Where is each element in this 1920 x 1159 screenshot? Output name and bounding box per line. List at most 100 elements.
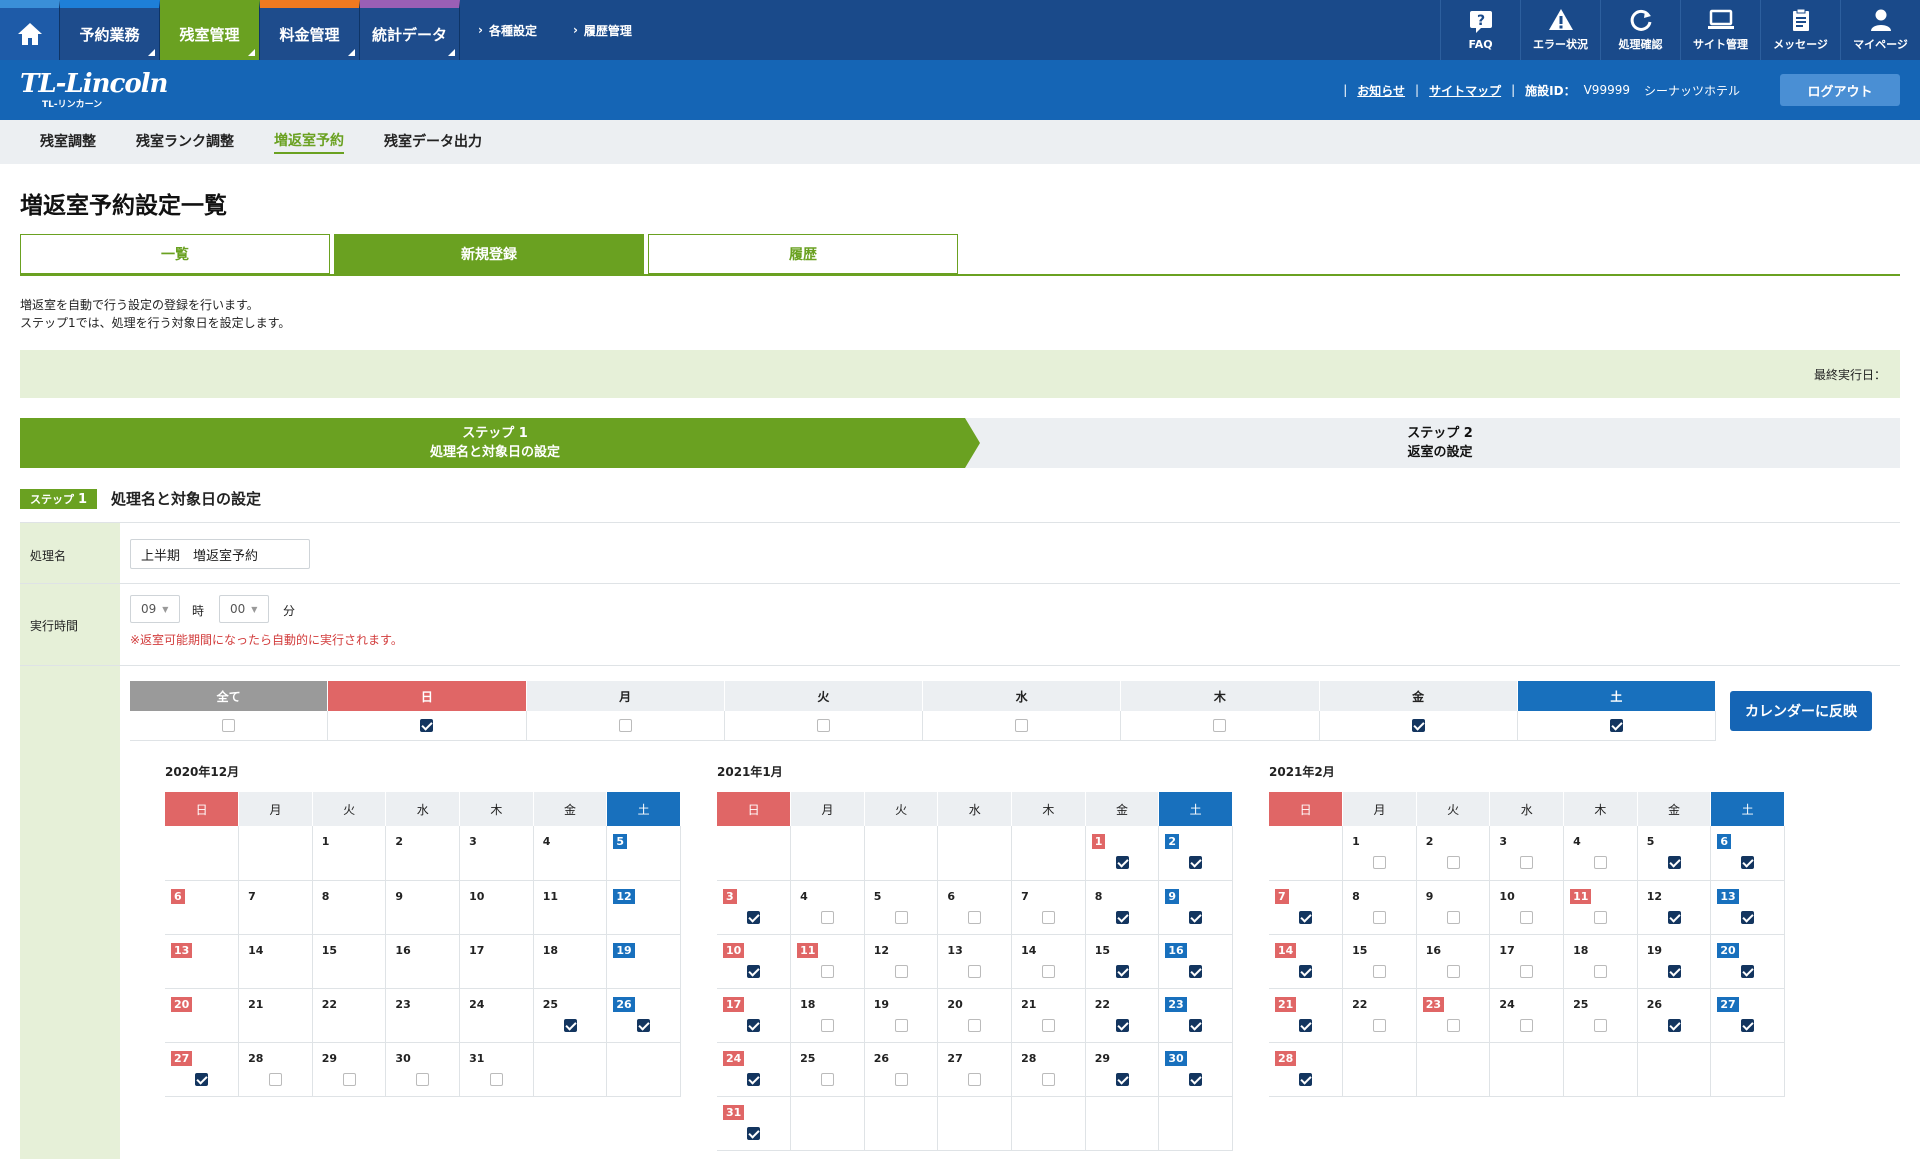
calendar-day-checkbox[interactable] [821, 1018, 835, 1032]
notice-link[interactable]: お知らせ [1357, 83, 1406, 98]
calendar-day-checkbox[interactable] [1741, 910, 1755, 924]
sitemap-link[interactable]: サイトマップ [1429, 83, 1502, 98]
calendar-day-checkbox[interactable] [1520, 1018, 1534, 1032]
calendar-day-checkbox[interactable] [1042, 910, 1056, 924]
calendar-day-checkbox[interactable] [1115, 1018, 1129, 1032]
calendar-day-checkbox[interactable] [894, 964, 908, 978]
calendar-day-checkbox[interactable] [1115, 856, 1129, 869]
calendar-day-checkbox[interactable] [1373, 964, 1387, 978]
calendar-day-checkbox[interactable] [747, 1126, 760, 1140]
nav-sub-history[interactable]: › 履歴管理 [572, 23, 632, 38]
calendar-day-checkbox[interactable] [1115, 964, 1129, 978]
weekday-checkbox-fri[interactable] [1411, 719, 1425, 732]
calendar-day-checkbox[interactable] [1189, 964, 1203, 978]
calendar-day-checkbox[interactable] [968, 1018, 982, 1032]
calendar-day-checkbox[interactable] [747, 964, 760, 978]
calendar-day-checkbox[interactable] [1373, 856, 1387, 869]
site-admin-button[interactable]: サイト管理 [1680, 0, 1760, 60]
calendar-day-checkbox[interactable] [1446, 910, 1460, 924]
calendar-day-checkbox[interactable] [1446, 964, 1460, 978]
calendar-day-checkbox[interactable] [894, 1072, 908, 1086]
calendar-day-checkbox[interactable] [1667, 856, 1681, 869]
calendar-day-checkbox[interactable] [1594, 964, 1608, 978]
calendar-day-checkbox[interactable] [1189, 910, 1203, 924]
tab-new[interactable]: 新規登録 [334, 234, 644, 274]
calendar-day-checkbox[interactable] [490, 1072, 504, 1086]
calendar-day-checkbox[interactable] [1299, 910, 1312, 924]
weekday-checkbox-wed[interactable] [1015, 719, 1029, 732]
calendar-day-checkbox[interactable] [1594, 910, 1608, 924]
tab-history[interactable]: 履歴 [648, 234, 958, 274]
calendar-day-checkbox[interactable] [968, 910, 982, 924]
calendar-day-checkbox[interactable] [1741, 964, 1755, 978]
calendar-day-checkbox[interactable] [1446, 1018, 1460, 1032]
subtab-rank-adjust[interactable]: 残室ランク調整 [136, 134, 234, 150]
weekday-checkbox-thu[interactable] [1213, 719, 1227, 732]
weekday-checkbox-mon[interactable] [618, 719, 632, 732]
subtab-adjust[interactable]: 残室調整 [40, 134, 96, 150]
minute-select[interactable]: 00 ▼ [219, 595, 269, 623]
logout-button[interactable]: ログアウト [1780, 74, 1900, 106]
calendar-day-checkbox[interactable] [1042, 964, 1056, 978]
calendar-day-checkbox[interactable] [1189, 856, 1203, 869]
calendar-day-checkbox[interactable] [1446, 856, 1460, 869]
calendar-day-checkbox[interactable] [1741, 1018, 1755, 1032]
calendar-day-checkbox[interactable] [1667, 910, 1681, 924]
nav-tab-pricing[interactable]: 料金管理 [260, 0, 360, 60]
calendar-day-checkbox[interactable] [1299, 1018, 1312, 1032]
subtab-data-export[interactable]: 残室データ出力 [384, 134, 482, 150]
calendar-day-checkbox[interactable] [1594, 1018, 1608, 1032]
calendar-day-checkbox[interactable] [269, 1072, 283, 1086]
calendar-day-checkbox[interactable] [821, 910, 835, 924]
hour-select[interactable]: 09 ▼ [130, 595, 180, 623]
nav-tab-statistics[interactable]: 統計データ [360, 0, 460, 60]
calendar-day-checkbox[interactable] [821, 1072, 835, 1086]
calendar-day-checkbox[interactable] [747, 910, 760, 924]
messages-button[interactable]: メッセージ [1760, 0, 1840, 60]
process-name-input[interactable]: 上半期 増返室予約 [130, 539, 310, 569]
error-status-button[interactable]: エラー状況 [1520, 0, 1600, 60]
calendar-day-checkbox[interactable] [1594, 856, 1608, 869]
tl-lincoln-logo[interactable]: TL-Lincoln TL-リンカーン [20, 68, 168, 110]
calendar-day-checkbox[interactable] [894, 1018, 908, 1032]
calendar-day-checkbox[interactable] [894, 910, 908, 924]
calendar-day-checkbox[interactable] [1520, 964, 1534, 978]
calendar-day-checkbox[interactable] [1189, 1018, 1203, 1032]
calendar-day-checkbox[interactable] [1299, 1072, 1312, 1086]
calendar-day-checkbox[interactable] [1667, 964, 1681, 978]
mypage-button[interactable]: マイページ [1840, 0, 1920, 60]
calendar-day-checkbox[interactable] [637, 1018, 651, 1032]
calendar-day-checkbox[interactable] [1189, 1072, 1203, 1086]
calendar-day-checkbox[interactable] [1373, 1018, 1387, 1032]
weekday-checkbox-sat[interactable] [1609, 719, 1623, 732]
weekday-checkbox-tue[interactable] [816, 719, 830, 732]
calendar-day-checkbox[interactable] [342, 1072, 356, 1086]
nav-tab-inventory[interactable]: 残室管理 [160, 0, 260, 60]
process-check-button[interactable]: 処理確認 [1600, 0, 1680, 60]
calendar-day-checkbox[interactable] [1042, 1018, 1056, 1032]
calendar-day-checkbox[interactable] [747, 1018, 760, 1032]
calendar-day-checkbox[interactable] [1115, 910, 1129, 924]
calendar-day-checkbox[interactable] [821, 964, 835, 978]
weekday-checkbox-sun[interactable] [420, 719, 434, 732]
calendar-day-checkbox[interactable] [968, 1072, 982, 1086]
calendar-day-checkbox[interactable] [563, 1018, 577, 1032]
subtab-reservation[interactable]: 増返室予約 [274, 130, 344, 154]
calendar-day-checkbox[interactable] [195, 1072, 208, 1086]
calendar-day-checkbox[interactable] [1667, 1018, 1681, 1032]
calendar-day-checkbox[interactable] [416, 1072, 430, 1086]
calendar-day-checkbox[interactable] [1115, 1072, 1129, 1086]
calendar-day-checkbox[interactable] [1520, 910, 1534, 924]
tab-list[interactable]: 一覧 [20, 234, 330, 274]
nav-sub-settings[interactable]: › 各種設定 [478, 23, 537, 38]
calendar-day-checkbox[interactable] [1042, 1072, 1056, 1086]
calendar-day-checkbox[interactable] [1299, 964, 1312, 978]
calendar-day-checkbox[interactable] [1741, 856, 1755, 869]
calendar-day-checkbox[interactable] [747, 1072, 760, 1086]
calendar-day-checkbox[interactable] [1373, 910, 1387, 924]
faq-button[interactable]: ? FAQ [1440, 0, 1520, 60]
apply-to-calendar-button[interactable]: カレンダーに反映 [1730, 691, 1872, 731]
nav-tab-reservation[interactable]: 予約業務 [60, 0, 160, 60]
calendar-day-checkbox[interactable] [968, 964, 982, 978]
home-button[interactable] [0, 0, 60, 60]
